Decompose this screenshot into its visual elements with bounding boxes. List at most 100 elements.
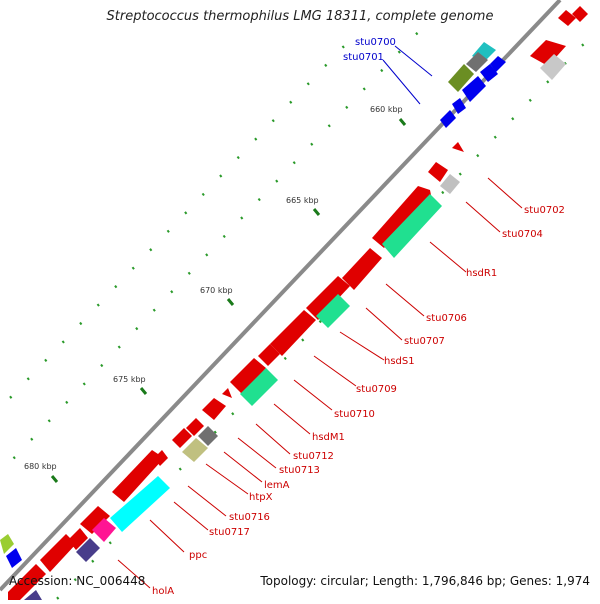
kbp-tick-label: 675 kbp (113, 375, 146, 384)
tick-dot (240, 216, 244, 220)
gene-arrow[interactable] (452, 98, 466, 114)
gene-arrow[interactable] (258, 344, 280, 366)
gene-arrow[interactable] (382, 194, 442, 258)
gene-arrow[interactable] (480, 64, 498, 82)
tick-dot (56, 596, 60, 600)
kbp-tick-labels: 660 kbp 665 kbp 670 kbp 675 kbp 680 kbp (24, 105, 403, 471)
tick-dot (341, 45, 345, 49)
gene-arrow[interactable] (316, 294, 350, 328)
gene-arrow[interactable] (372, 186, 432, 248)
gene-arrow[interactable] (558, 10, 576, 26)
tick-dot (178, 467, 182, 471)
gene-label[interactable]: stu0706 (426, 313, 467, 324)
gene-label[interactable]: stu0717 (209, 527, 250, 538)
tick-dot (528, 98, 532, 102)
leader-line (429, 241, 467, 273)
kbp-tick-label: 670 kbp (200, 286, 233, 295)
tick-dot (213, 430, 217, 434)
gene-label[interactable]: stu0712 (293, 451, 334, 462)
gene-arrow[interactable] (198, 426, 218, 446)
gene-label[interactable]: hsdS1 (384, 356, 415, 367)
tick-dot (546, 80, 550, 84)
gene-label[interactable]: lemA (264, 480, 290, 491)
leader-line (394, 45, 433, 77)
gene-label[interactable]: stu0716 (229, 512, 270, 523)
gene-arrow[interactable] (76, 538, 100, 562)
gene-label[interactable]: holA (152, 586, 174, 597)
kbp-tick-label: 665 kbp (286, 196, 319, 205)
gene-label[interactable]: ppc (189, 550, 207, 561)
gene-arrow[interactable] (110, 476, 170, 532)
gene-arrow[interactable] (452, 142, 464, 152)
gene-arrow[interactable] (8, 564, 46, 600)
leader-line (293, 379, 333, 411)
gene-arrow[interactable] (540, 54, 566, 80)
gene-label[interactable]: stu0713 (279, 465, 320, 476)
gene-arrow[interactable] (342, 248, 382, 290)
tick-dot (493, 135, 497, 139)
tick-dot (26, 377, 30, 381)
gene-label[interactable]: stu0700 (355, 37, 396, 48)
gene-label[interactable]: htpX (249, 492, 273, 503)
gene-arrow[interactable] (306, 276, 350, 320)
gene-arrow[interactable] (230, 358, 266, 394)
gene-arrow[interactable] (186, 418, 204, 436)
gene-arrow[interactable] (112, 450, 164, 502)
gene-arrow[interactable] (462, 76, 486, 102)
gene-labels: stu0700 stu0701 stu0702 stu0704 hsdR1 st… (152, 37, 565, 597)
leader-line (237, 437, 277, 469)
gene-label[interactable]: stu0709 (356, 384, 397, 395)
gene-arrow[interactable] (240, 368, 278, 406)
gene-arrow[interactable] (490, 56, 506, 72)
tick-dot (380, 68, 384, 73)
tick-dot (205, 253, 209, 257)
gene-label[interactable]: stu0701 (343, 52, 384, 63)
tick-dot (219, 174, 223, 178)
gene-arrow[interactable] (172, 428, 192, 448)
gene-arrow[interactable] (222, 388, 232, 398)
tick-dot (166, 229, 170, 233)
tick-dot (222, 234, 226, 239)
leader-line (205, 463, 249, 495)
gene-arrow[interactable] (182, 438, 208, 462)
gene-arrow[interactable] (448, 64, 474, 92)
gene-arrow[interactable] (24, 590, 42, 600)
gene-arrow[interactable] (270, 310, 316, 356)
kbp-tick-label: 660 kbp (370, 105, 403, 114)
gene-arrow[interactable] (440, 174, 460, 194)
tick-dot (458, 172, 462, 176)
gene-label[interactable]: stu0710 (334, 409, 375, 420)
tick-dot (301, 338, 305, 342)
gene-label[interactable]: stu0704 (502, 229, 543, 240)
gene-arrow[interactable] (440, 110, 456, 128)
gene-label[interactable]: hsdR1 (466, 268, 497, 279)
gene-arrow[interactable] (0, 534, 14, 554)
tick-dot (187, 271, 191, 275)
gene-arrow[interactable] (6, 548, 22, 568)
gene-arrow[interactable] (530, 40, 566, 66)
topology-label: Topology: circular; Length: 1,796,846 bp… (260, 574, 590, 588)
gene-arrow[interactable] (572, 6, 588, 22)
leader-line (313, 355, 357, 387)
tick-dot (415, 32, 419, 36)
tick-dot (61, 340, 65, 344)
gene-label[interactable]: hsdM1 (312, 432, 345, 443)
gene-arrow[interactable] (92, 518, 116, 542)
gene-arrow[interactable] (428, 162, 448, 182)
gene-arrow[interactable] (40, 534, 76, 572)
tick-dot (170, 290, 174, 294)
leader-line (187, 485, 227, 517)
gene-arrow[interactable] (202, 398, 226, 420)
gene-arrow[interactable] (466, 52, 488, 72)
leader-line (385, 283, 425, 317)
tick-dot (135, 327, 139, 331)
kbp-tick-mark (50, 475, 59, 483)
gene-arrow[interactable] (80, 506, 110, 534)
gene-label[interactable]: stu0707 (404, 336, 445, 347)
tick-dot (47, 419, 51, 423)
tick-dot (306, 82, 310, 86)
tick-dot (345, 105, 349, 109)
reverse-strand-genes (0, 42, 506, 568)
gene-label[interactable]: stu0702 (524, 205, 565, 216)
